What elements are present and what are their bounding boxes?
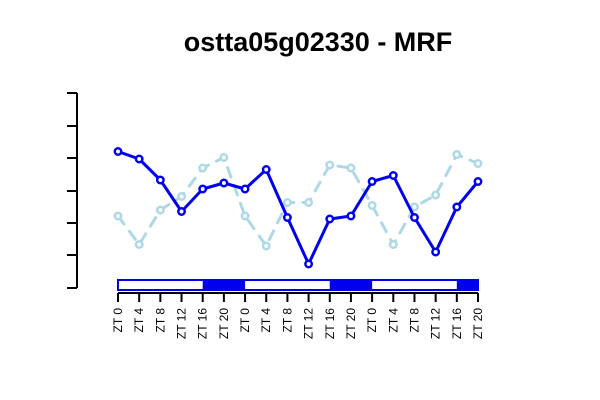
data-point-light [367, 201, 377, 210]
data-point-dark [113, 147, 123, 156]
x-tick-label: ZT 8 [153, 308, 167, 333]
data-point-light [113, 211, 123, 221]
series-layer [113, 147, 483, 269]
data-point-light [134, 240, 144, 249]
chart-title: ostta05g02330 - MRF [184, 27, 453, 57]
data-point-dark [219, 178, 229, 188]
series-line-dark [116, 150, 480, 266]
data-point-dark [388, 171, 398, 180]
y-axis [67, 92, 78, 289]
dark-period-segment [456, 280, 478, 290]
data-point-light [325, 160, 335, 170]
x-tick-label: ZT 4 [259, 308, 273, 333]
data-point-dark [304, 259, 314, 269]
x-tick-label: ZT 4 [132, 308, 146, 333]
x-tick-label: ZT 20 [344, 308, 358, 339]
data-point-light [304, 198, 314, 207]
data-point-dark [473, 177, 483, 186]
data-point-light [388, 240, 398, 249]
data-point-dark [198, 184, 208, 194]
data-point-dark [452, 202, 462, 212]
data-point-light [346, 163, 356, 173]
data-point-light [410, 202, 419, 212]
x-tick-label: ZT 12 [302, 308, 316, 339]
x-tick-label: ZT 12 [175, 308, 189, 339]
x-tick-label: ZT 20 [217, 308, 231, 339]
dark-period-segment [329, 280, 373, 290]
data-point-dark [410, 213, 419, 222]
x-tick-label: ZT 4 [386, 308, 400, 333]
x-tick-label: ZT 16 [450, 308, 464, 339]
data-point-light [282, 198, 292, 207]
data-point-dark [367, 177, 377, 186]
series-light [113, 150, 483, 251]
data-point-dark [177, 207, 186, 216]
dark-period-segment [202, 280, 246, 290]
x-tick-label: ZT 20 [471, 308, 485, 339]
data-point-dark [240, 184, 250, 194]
x-tick-label: ZT 12 [429, 308, 443, 339]
x-tick-label: ZT 0 [238, 308, 252, 333]
data-point-light [240, 211, 250, 221]
data-point-light [219, 153, 229, 162]
data-point-dark [431, 247, 441, 257]
data-point-light [177, 192, 186, 201]
x-tick-label: ZT 16 [196, 308, 210, 339]
x-tick-label: ZT 0 [365, 308, 379, 333]
data-point-dark [134, 154, 144, 164]
x-tick-label: ZT 0 [111, 308, 125, 333]
data-point-light [452, 150, 462, 159]
x-axis: ZT 0 ZT 4 ZT 8 ZT 12 ZT 16 ZT 20 ZT 0 ZT 4 ZT 8 Z… [111, 292, 485, 339]
data-point-light [155, 205, 165, 215]
day-night-bar-frame [117, 279, 479, 291]
x-tick-label: ZT 8 [280, 308, 294, 333]
data-point-dark [261, 165, 271, 174]
data-point-light [473, 159, 483, 168]
data-point-light [198, 163, 208, 173]
day-night-bar [117, 279, 479, 291]
series-dark [113, 147, 483, 269]
data-point-dark [282, 213, 292, 222]
data-point-dark [346, 211, 356, 221]
data-point-dark [155, 175, 165, 185]
data-point-dark [325, 214, 335, 224]
data-point-light [431, 190, 441, 200]
x-tick-label: ZT 16 [323, 308, 337, 339]
x-tick-label: ZT 8 [407, 308, 421, 333]
data-point-light [261, 241, 271, 251]
